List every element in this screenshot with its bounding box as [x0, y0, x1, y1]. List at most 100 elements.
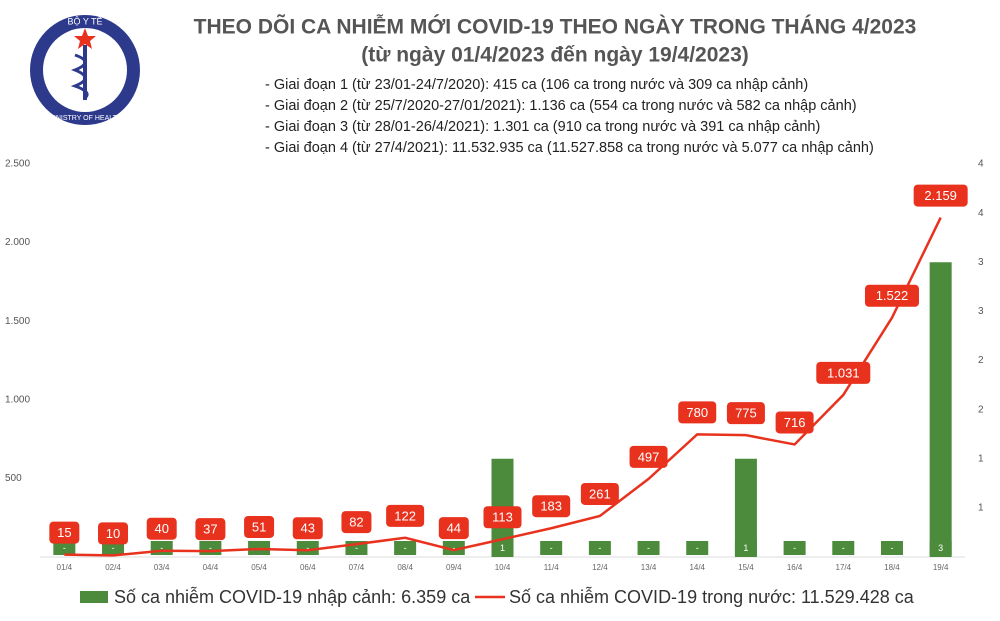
x-tick-label: 09/4 — [446, 563, 462, 572]
chart-title: THEO DÕI CA NHIỄM MỚI COVID-19 THEO NGÀY… — [194, 15, 917, 39]
bar-label-box — [783, 541, 806, 555]
x-tick-label: 14/4 — [689, 563, 705, 572]
value-label-box — [726, 402, 765, 425]
bar-label: 3 — [938, 543, 943, 553]
x-tick-label: 06/4 — [300, 563, 316, 572]
value-label: 44 — [447, 521, 461, 536]
bar-label-box — [394, 541, 417, 555]
value-label: 51 — [252, 519, 266, 534]
value-label: 82 — [349, 515, 363, 530]
value-label: 10 — [106, 526, 120, 541]
bar-label-box — [637, 541, 660, 555]
x-tick-label: 07/4 — [349, 563, 365, 572]
x-tick-label: 03/4 — [154, 563, 170, 572]
value-label: 497 — [638, 449, 660, 464]
x-tick-label: 02/4 — [105, 563, 121, 572]
bar-label: - — [404, 543, 407, 553]
logo-bottom: MINISTRY OF HEALTH — [48, 115, 122, 122]
bar-label-box — [880, 541, 903, 555]
y2-tick-label: 2 — [978, 404, 984, 415]
bar-label: - — [550, 543, 553, 553]
value-label: 716 — [784, 415, 806, 430]
bar-label: - — [209, 543, 212, 553]
bar-label: - — [696, 543, 699, 553]
bar-label-box — [102, 541, 125, 555]
value-label: 1.522 — [876, 288, 909, 303]
value-label-box — [864, 284, 919, 307]
value-label-box — [341, 511, 372, 534]
y2-tick-label: 2 — [978, 355, 984, 366]
value-label-box — [629, 445, 668, 468]
bar-label-box — [296, 541, 319, 555]
bar-label-box — [734, 541, 757, 555]
value-label: 183 — [540, 499, 562, 514]
value-label: 780 — [686, 405, 708, 420]
x-tick-label: 18/4 — [884, 563, 900, 572]
bar-label: - — [63, 543, 66, 553]
bar-label: - — [306, 543, 309, 553]
x-tick-label: 17/4 — [836, 563, 852, 572]
bar — [929, 262, 952, 557]
line — [64, 217, 942, 557]
legend-swatch — [80, 591, 108, 603]
legend-label: Số ca nhiễm COVID-19 trong nước: 11.529.… — [509, 586, 915, 607]
value-label-box — [532, 495, 571, 518]
value-label-box — [98, 522, 129, 545]
bar-label: 1 — [500, 543, 505, 553]
y2-tick-label: 3 — [978, 306, 984, 317]
value-label-box — [678, 401, 717, 424]
value-label-box — [244, 515, 275, 538]
bar-label: - — [452, 543, 455, 553]
value-label: 775 — [735, 406, 757, 421]
y-tick-label: 2.500 — [5, 159, 30, 170]
value-label: 113 — [492, 510, 513, 525]
bar-label: 1 — [743, 543, 748, 553]
x-tick-label: 04/4 — [203, 563, 219, 572]
note: - Giai đoạn 3 (từ 28/01-26/4/2021): 1.30… — [265, 119, 820, 135]
value-label-box — [49, 521, 80, 544]
x-tick-label: 10/4 — [495, 563, 511, 572]
bar-label: - — [890, 543, 893, 553]
x-tick-label: 16/4 — [787, 563, 803, 572]
bar-label-box — [929, 541, 952, 555]
bar-label-box — [53, 541, 76, 555]
value-label: 43 — [301, 521, 315, 536]
value-label-box — [146, 517, 177, 540]
note: - Giai đoạn 1 (từ 23/01-24/7/2020): 415 … — [265, 77, 808, 93]
bar-label-box — [491, 541, 514, 555]
y-tick-label: 1.500 — [5, 316, 30, 327]
y2-tick-label: 1 — [978, 453, 984, 464]
bar-label-box — [832, 541, 855, 555]
bar-label-box — [442, 541, 465, 555]
x-tick-label: 13/4 — [641, 563, 657, 572]
bar-label: - — [842, 543, 845, 553]
bar-label-box — [686, 541, 709, 555]
value-label-box — [195, 518, 226, 541]
legend-label: Số ca nhiễm COVID-19 nhập cảnh: 6.359 ca — [114, 586, 471, 607]
bar-label-box — [540, 541, 563, 555]
bar-label: - — [355, 543, 358, 553]
value-label-box — [292, 517, 323, 540]
x-tick-label: 05/4 — [251, 563, 267, 572]
x-tick-label: 01/4 — [57, 563, 73, 572]
bar-label: - — [793, 543, 796, 553]
y2-tick-label: 1 — [978, 503, 984, 514]
value-label-box — [816, 361, 871, 384]
bar-label: - — [598, 543, 601, 553]
value-label: 15 — [57, 525, 71, 540]
x-tick-label: 11/4 — [544, 563, 560, 572]
value-label: 2.159 — [924, 188, 957, 203]
value-label: 122 — [394, 508, 416, 523]
value-label-box — [438, 517, 469, 540]
value-label-box — [775, 411, 814, 434]
value-label: 40 — [154, 521, 168, 536]
bar-label: - — [160, 543, 163, 553]
x-tick-label: 12/4 — [592, 563, 608, 572]
value-label-box — [386, 504, 425, 527]
bar — [734, 458, 757, 557]
value-label-box — [580, 482, 619, 505]
bar-label-box — [588, 541, 611, 555]
note: - Giai đoạn 4 (từ 27/4/2021): 11.532.935… — [265, 140, 874, 156]
y-tick-label: 1.000 — [5, 394, 30, 405]
